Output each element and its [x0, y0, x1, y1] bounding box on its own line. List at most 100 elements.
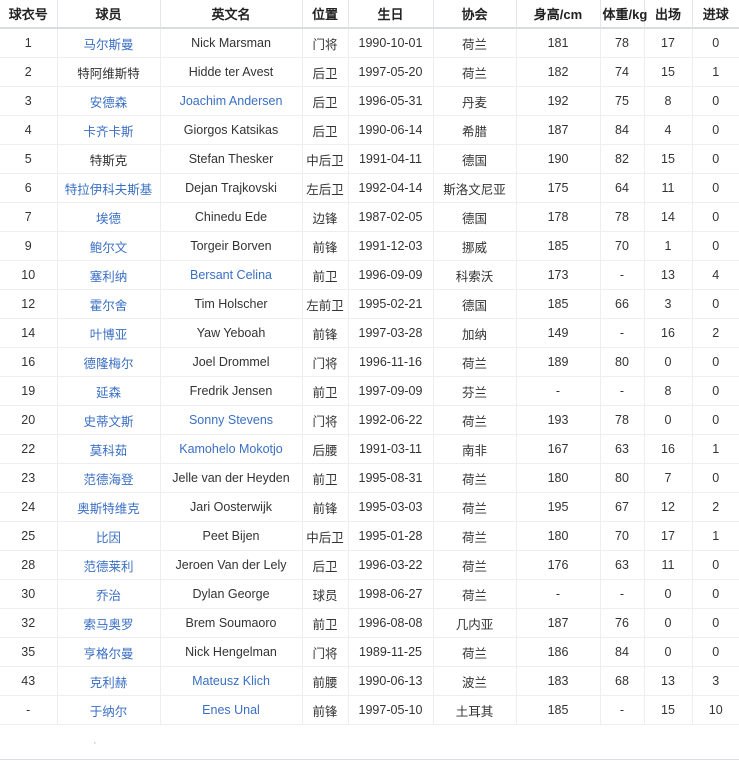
player-link[interactable]: 莫科茹	[89, 443, 128, 458]
cell-cn_name[interactable]: 埃德	[57, 202, 161, 232]
cell-text: 门将	[312, 646, 338, 661]
cell-cn_name[interactable]: 比因	[57, 521, 161, 551]
cell-assoc: 挪威	[433, 231, 517, 261]
player-link[interactable]: 德隆梅尔	[83, 356, 134, 371]
cell-en_name[interactable]: Joachim Andersen	[160, 86, 303, 116]
cell-height: 186	[516, 637, 601, 667]
player-link[interactable]: Mateusz Klich	[192, 674, 270, 688]
cell-cn_name[interactable]: 史蒂文斯	[57, 405, 161, 435]
cell-cn_name[interactable]: 特拉伊科夫斯基	[57, 173, 161, 203]
cell-cn_name[interactable]: 奥斯特维克	[57, 492, 161, 522]
player-link[interactable]: Joachim Andersen	[179, 94, 283, 108]
cell-number: 5	[0, 144, 58, 174]
cell-cn_name[interactable]: 鲍尔文	[57, 231, 161, 261]
player-link[interactable]: Bersant Celina	[190, 268, 272, 282]
cell-goals: 0	[692, 376, 739, 406]
cell-position: 前锋	[302, 231, 349, 261]
cell-assoc: 荷兰	[433, 637, 517, 667]
cell-en_name: Tim Holscher	[160, 289, 303, 319]
player-link[interactable]: 马尔斯曼	[83, 37, 134, 52]
cell-cn_name[interactable]: 乔治	[57, 579, 161, 609]
player-link[interactable]: 埃德	[95, 211, 121, 226]
cell-weight: 80	[600, 463, 645, 493]
cell-goals: 0	[692, 608, 739, 638]
cell-apps: 0	[644, 608, 693, 638]
cell-cn_name[interactable]: 霍尔舍	[57, 289, 161, 319]
player-link[interactable]: 鲍尔文	[89, 240, 128, 255]
player-link[interactable]: 卡齐卡斯	[83, 124, 134, 139]
cell-cn_name[interactable]: 于纳尔	[57, 695, 161, 725]
player-link[interactable]: 特拉伊科夫斯基	[64, 182, 153, 197]
cell-assoc: 荷兰	[433, 28, 517, 58]
player-link[interactable]: 塞利纳	[89, 269, 128, 284]
cell-text: 0	[712, 123, 720, 137]
column-header-height[interactable]: 身高/cm	[516, 0, 601, 29]
player-link[interactable]: 奥斯特维克	[77, 501, 140, 516]
player-link[interactable]: 霍尔舍	[89, 298, 128, 313]
cell-cn_name[interactable]: 马尔斯曼	[57, 28, 161, 58]
cell-cn_name[interactable]: 德隆梅尔	[57, 347, 161, 377]
player-link[interactable]: Kamohelo Mokotjo	[179, 442, 283, 456]
cell-height: 195	[516, 492, 601, 522]
column-header-goals[interactable]: 进球	[692, 0, 739, 29]
cell-cn_name[interactable]: 莫科茹	[57, 434, 161, 464]
table-row: 10 塞利纳 Bersant Celina 前卫 1996-09-09 科索沃 173 - 13…	[0, 260, 739, 290]
cell-apps: 13	[644, 666, 693, 696]
column-header-number[interactable]: 球衣号	[0, 0, 58, 29]
player-link[interactable]: 亨格尔曼	[83, 646, 134, 661]
column-header-apps[interactable]: 出场	[644, 0, 693, 29]
cell-cn_name[interactable]: 叶博亚	[57, 318, 161, 348]
cell-text: 荷兰	[461, 66, 487, 81]
cell-cn_name[interactable]: 塞利纳	[57, 260, 161, 290]
player-link[interactable]: 叶博亚	[89, 327, 128, 342]
player-link[interactable]: 比因	[95, 530, 121, 545]
player-link[interactable]: 延森	[95, 385, 121, 400]
player-link[interactable]: 范德莱利	[83, 559, 134, 574]
cell-text: 70	[615, 529, 629, 543]
cell-cn_name[interactable]: 索马奥罗	[57, 608, 161, 638]
cell-en_name[interactable]: Kamohelo Mokotjo	[160, 434, 303, 464]
player-link[interactable]: 于纳尔	[89, 704, 128, 719]
cell-cn_name[interactable]: 延森	[57, 376, 161, 406]
cell-text: 南非	[461, 443, 487, 458]
column-header-weight[interactable]: 体重/kg	[600, 0, 647, 29]
cell-en_name[interactable]: Bersant Celina	[160, 260, 303, 290]
column-header-position[interactable]: 位置	[302, 0, 349, 29]
cell-cn_name[interactable]: 克利赫	[57, 666, 161, 696]
cell-assoc: 科索沃	[433, 260, 517, 290]
column-header-en_name[interactable]: 英文名	[160, 0, 303, 29]
cell-text: Nick Hengelman	[185, 645, 277, 659]
cell-cn_name[interactable]: 范德莱利	[57, 550, 161, 580]
cell-text: 1	[664, 239, 672, 253]
cell-text: 1	[712, 529, 720, 543]
cell-birthday: 1989-11-25	[348, 637, 434, 667]
player-link[interactable]: Enes Unal	[202, 703, 260, 717]
player-link[interactable]: Sonny Stevens	[188, 413, 274, 427]
column-header-assoc[interactable]: 协会	[433, 0, 517, 29]
cell-cn_name[interactable]: 亨格尔曼	[57, 637, 161, 667]
cell-cn_name: 特阿维斯特	[57, 57, 161, 87]
cell-text: 74	[615, 65, 629, 79]
cell-birthday: 1997-09-09	[348, 376, 434, 406]
cell-cn_name[interactable]: 卡齐卡斯	[57, 115, 161, 145]
table-row: 25 比因 Peet Bijen 中后卫 1995-01-28 荷兰 180 70 17 1	[0, 521, 739, 551]
cell-assoc: 南非	[433, 434, 517, 464]
column-header-cn_name[interactable]: 球员	[57, 0, 161, 29]
cell-text: 28	[21, 558, 36, 572]
cell-goals: 0	[692, 28, 739, 58]
cell-en_name[interactable]: Sonny Stevens	[160, 405, 303, 435]
player-link[interactable]: 安德森	[89, 95, 128, 110]
cell-cn_name[interactable]: 范德海登	[57, 463, 161, 493]
player-link[interactable]: 史蒂文斯	[83, 414, 134, 429]
player-link[interactable]: 范德海登	[83, 472, 134, 487]
player-link[interactable]: 索马奥罗	[83, 617, 134, 632]
cell-text: 荷兰	[461, 559, 487, 574]
player-link[interactable]: 乔治	[95, 588, 121, 603]
column-header-birthday[interactable]: 生日	[348, 0, 434, 29]
cell-en_name[interactable]: Enes Unal	[160, 695, 303, 725]
cell-cn_name[interactable]: 安德森	[57, 86, 161, 116]
player-link[interactable]: 克利赫	[89, 675, 128, 690]
cell-text: 66	[615, 297, 629, 311]
cell-text: 185	[547, 703, 569, 717]
cell-en_name[interactable]: Mateusz Klich	[160, 666, 303, 696]
